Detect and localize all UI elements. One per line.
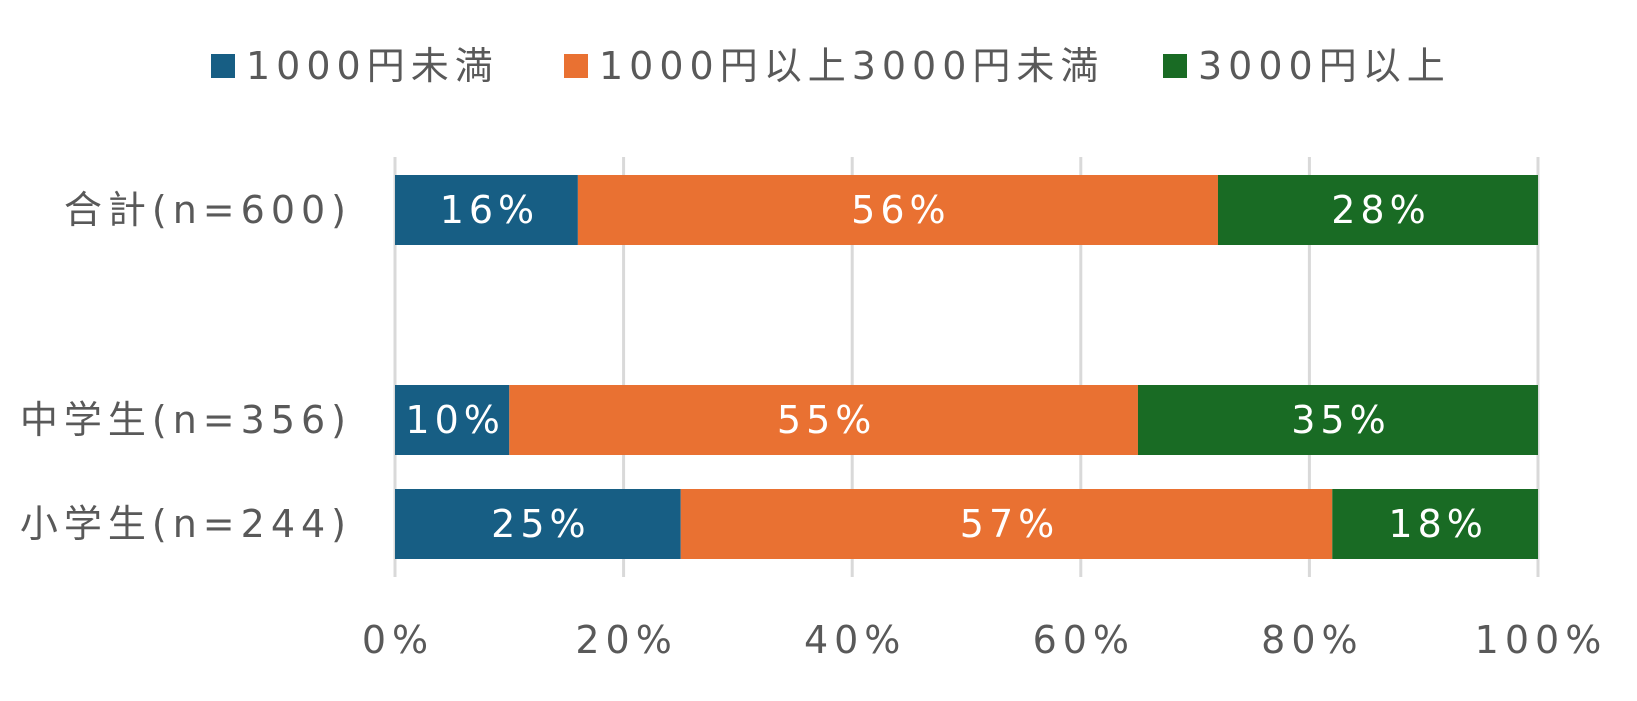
data-label: 10% xyxy=(405,398,504,442)
legend-label: 1000円未満 xyxy=(246,44,499,88)
data-label: 57% xyxy=(960,502,1059,546)
data-label: 35% xyxy=(1291,398,1390,442)
data-label: 55% xyxy=(777,398,876,442)
legend-item: 1000円未満 xyxy=(211,44,499,88)
bar-segment xyxy=(1217,175,1538,245)
bar-segment xyxy=(680,489,1333,559)
x-tick-label: 100% xyxy=(1475,618,1608,662)
data-label: 56% xyxy=(851,188,950,232)
bars: 16% 56% 28% 10% 55% 35% 25% 57% 18% xyxy=(395,175,1538,559)
legend-label: 1000円以上3000円未満 xyxy=(599,44,1104,88)
bar-segment xyxy=(577,175,1218,245)
category-label: 合計(n=600) xyxy=(64,188,352,232)
category-labels: 合計(n=600) 中学生(n=356) 小学生(n=244) xyxy=(20,188,352,546)
x-axis-tick-labels: 0% 20% 40% 60% 80% 100% xyxy=(362,618,1608,662)
category-label: 小学生(n=244) xyxy=(20,502,352,546)
bar-segment xyxy=(1332,489,1538,559)
legend: 1000円未満 1000円以上3000円未満 3000円以上 xyxy=(211,44,1451,88)
x-tick-label: 40% xyxy=(804,618,906,662)
data-label: 18% xyxy=(1388,502,1487,546)
legend-swatch xyxy=(564,54,588,78)
legend-label: 3000円以上 xyxy=(1198,44,1451,88)
legend-item: 3000円以上 xyxy=(1163,44,1451,88)
x-tick-label: 80% xyxy=(1261,618,1363,662)
bar-segment xyxy=(509,385,1138,455)
legend-swatch xyxy=(1163,54,1187,78)
x-tick-label: 60% xyxy=(1033,618,1135,662)
legend-swatch xyxy=(211,54,235,78)
x-tick-label: 0% xyxy=(362,618,434,662)
data-label: 16% xyxy=(440,188,539,232)
bar-segment xyxy=(395,385,510,455)
legend-item: 1000円以上3000円未満 xyxy=(564,44,1104,88)
category-label: 中学生(n=356) xyxy=(20,398,352,442)
bar-segment xyxy=(1137,385,1538,455)
bar-segment xyxy=(395,175,578,245)
data-label: 28% xyxy=(1331,188,1430,232)
bar-segment xyxy=(395,489,681,559)
x-tick-label: 20% xyxy=(575,618,677,662)
data-label: 25% xyxy=(491,502,590,546)
